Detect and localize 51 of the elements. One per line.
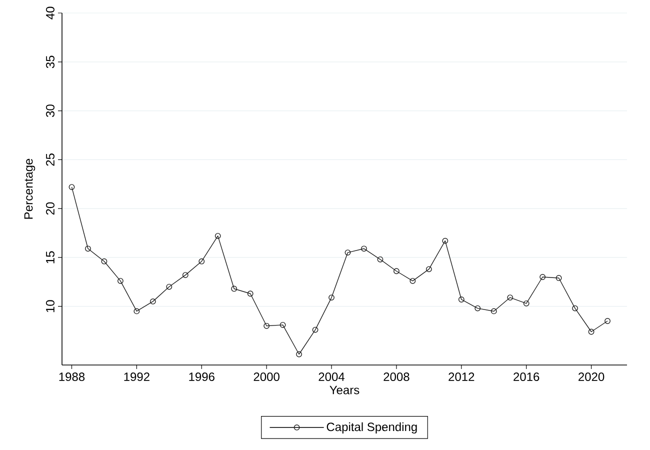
point: [264, 322, 270, 329]
point: [556, 275, 562, 281]
x-tick-label: 2012: [448, 372, 474, 382]
y-tick-label: 10: [46, 300, 54, 312]
point: [134, 308, 140, 314]
point: [214, 232, 221, 239]
point: [474, 305, 481, 312]
x-tick-label: 2008: [384, 372, 410, 382]
point: [458, 296, 464, 302]
x-tick-label: 2020: [578, 372, 604, 382]
y-axis-title: Percentage: [24, 158, 36, 219]
point: [182, 272, 188, 278]
legend-label: Capital Spending: [326, 422, 417, 434]
x-tick-label: 1992: [124, 372, 150, 382]
point: [442, 238, 448, 244]
point: [312, 326, 318, 333]
point: [410, 278, 416, 284]
point: [166, 284, 172, 290]
point: [507, 294, 514, 300]
x-axis-title: Years: [330, 386, 360, 394]
y-tick-label: 30: [46, 104, 54, 117]
x-tick-label: 1996: [189, 372, 214, 382]
x-tick-label: 2016: [514, 372, 540, 382]
y-tick-label: 20: [46, 202, 54, 215]
point: [85, 246, 91, 252]
point: [280, 322, 286, 328]
point: [231, 286, 238, 292]
x-tick-label: 1988: [59, 372, 85, 382]
point: [540, 274, 546, 280]
y-tick-label: 15: [46, 251, 54, 264]
x-tick-label: 2000: [254, 372, 280, 382]
point: [198, 258, 205, 264]
point: [377, 256, 384, 262]
point: [247, 290, 254, 297]
point: [588, 328, 594, 335]
point: [523, 300, 530, 306]
y-tick-label: 40: [46, 6, 54, 20]
point: [150, 298, 156, 304]
point: [344, 250, 351, 256]
x-tick-label: 2004: [318, 372, 345, 382]
point: [426, 266, 432, 272]
point: [361, 246, 367, 252]
point: [394, 268, 400, 274]
point: [296, 351, 302, 358]
y-tick-label: 35: [46, 56, 54, 68]
point: [101, 258, 108, 264]
point: [572, 305, 578, 312]
point: [328, 294, 334, 300]
point: [118, 278, 124, 284]
point: [490, 308, 497, 314]
y-tick-label: 25: [46, 154, 54, 166]
